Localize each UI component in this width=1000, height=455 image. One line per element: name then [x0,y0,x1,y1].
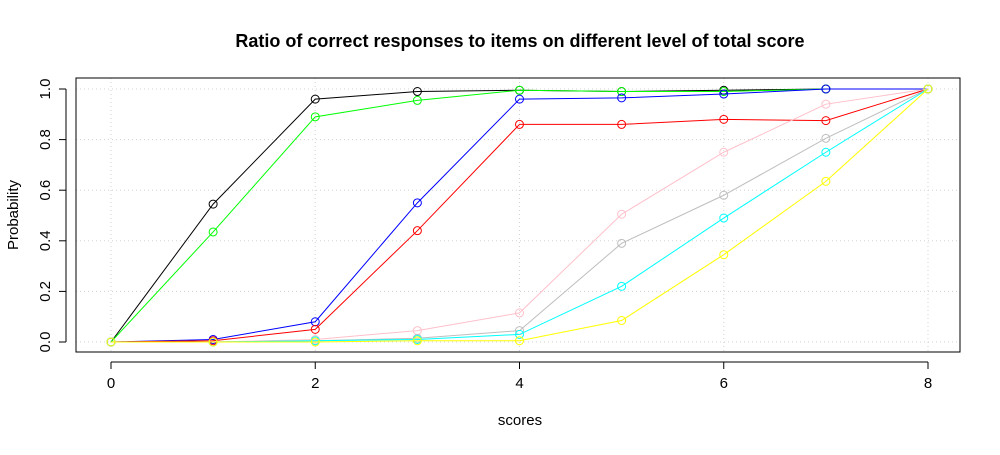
series-8 [106,84,933,347]
axes-layer: 0 2 4 6 8 0.0 0.2 0.4 0.6 0.8 1.0 [37,79,932,392]
data-point [310,337,320,347]
data-point [617,93,627,103]
data-point [412,336,422,346]
y-tick-label: 0.0 [37,332,54,353]
data-point [515,94,524,104]
series-line [111,88,929,343]
series-line [110,88,928,343]
data-point [617,281,627,291]
data-point [821,116,831,126]
data-point [821,133,831,143]
data-point [821,99,831,109]
data-point [412,226,422,236]
x-tick-label: 8 [924,375,932,392]
data-point [719,213,729,223]
data-point [617,315,627,325]
data-point [617,87,627,97]
data-point [923,84,933,94]
data-point [515,329,524,339]
x-tick-label: 6 [720,375,728,392]
data-point [719,190,729,200]
data-point [310,324,320,334]
data-point [208,227,218,237]
data-point [310,112,320,122]
data-point [719,114,729,124]
data-point [821,84,831,94]
x-tick-label: 4 [515,375,523,392]
data-point [412,95,422,105]
data-point [208,199,218,209]
data-point [617,209,627,219]
plot-frame [75,77,961,353]
data-point [412,87,422,97]
chart-title: Ratio of correct responses to items on d… [235,31,804,51]
y-axis-label: Probability [5,179,22,250]
y-tick-label: 0.4 [37,230,54,251]
data-point [719,147,729,157]
data-point [515,119,524,129]
data-point [412,198,422,208]
series-line [110,88,928,343]
x-tick-label: 2 [311,375,319,392]
data-point [719,89,729,99]
x-tick-label: 0 [107,375,115,392]
data-point [719,87,729,97]
data-point [515,308,524,318]
data-point [515,336,524,346]
data-point [617,119,627,129]
y-tick-label: 1.0 [37,79,54,100]
data-point [617,238,627,248]
data-point [515,85,524,95]
x-axis-label: scores [498,412,542,429]
data-point [719,250,729,260]
data-point [106,337,116,347]
y-tick-label: 0.2 [37,281,54,302]
y-tick-label: 0.8 [37,129,54,150]
y-tick-label: 0.6 [37,180,54,201]
series-layer [106,84,933,347]
data-point [208,337,218,347]
data-point [310,94,320,104]
data-point [821,147,831,157]
data-point [821,176,831,186]
